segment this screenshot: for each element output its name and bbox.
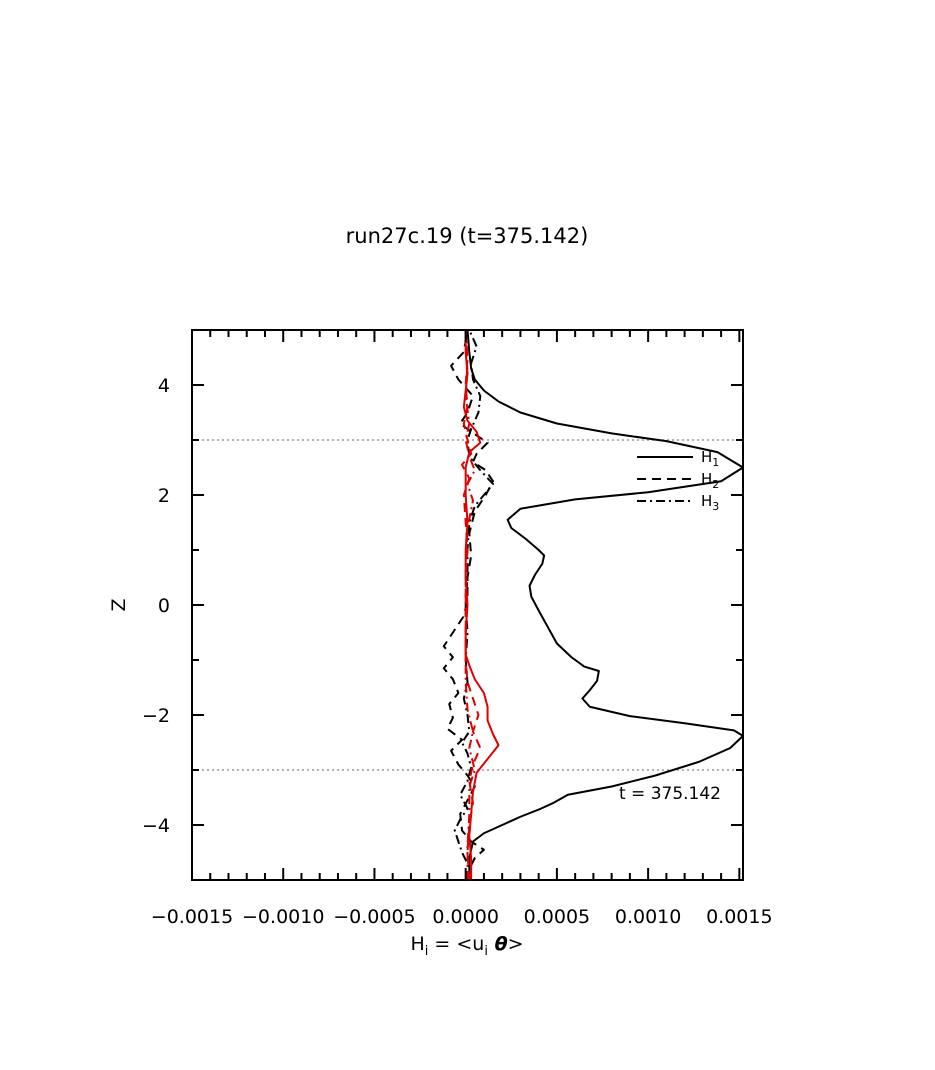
x-axis-label: Hi = <ui θ> [410,933,523,959]
series-line-3 [453,329,495,880]
y-tick-label: 4 [158,375,170,397]
x-tick-label: 0.0000 [432,906,498,928]
x-tick-label: 0.0010 [615,906,681,928]
legend-label-1: H1 [701,448,719,469]
y-tick-label: −2 [142,705,170,727]
x-tick-label: −0.0005 [333,906,415,928]
legend-label-3: H3 [701,492,719,513]
series-line-2 [442,329,495,881]
x-axis-label-close: > [508,933,524,955]
series-line-6 [464,329,476,880]
series-line-1 [466,329,744,880]
chart-title: run27c.19 (t=375.142) [346,224,589,248]
y-tick-label: −4 [142,815,170,837]
x-tick-label: −0.0015 [151,906,233,928]
x-axis-label-theta: θ [488,933,508,955]
x-axis-label-base: H [410,933,424,955]
tick-labels: −0.0015 −0.0010 −0.0005 0.0000 0.0005 0.0010 0… [142,375,773,928]
x-axis-label-sub: i [425,944,429,959]
series-line-5 [461,329,482,881]
x-tick-label: 0.0005 [524,906,590,928]
time-annotation: t = 375.142 [619,784,721,804]
legend-label-2: H2 [701,470,719,491]
x-tick-label: −0.0010 [242,906,324,928]
axes-layer [191,329,744,881]
y-tick-label: 0 [158,595,170,617]
x-axis-label-eq: = <u [428,933,484,955]
series-layer [442,329,744,881]
y-tick-label: 2 [158,485,170,507]
x-axis-label-sub2: i [484,944,488,959]
x-tick-label: 0.0015 [706,906,772,928]
y-axis-label: Z [108,598,130,611]
